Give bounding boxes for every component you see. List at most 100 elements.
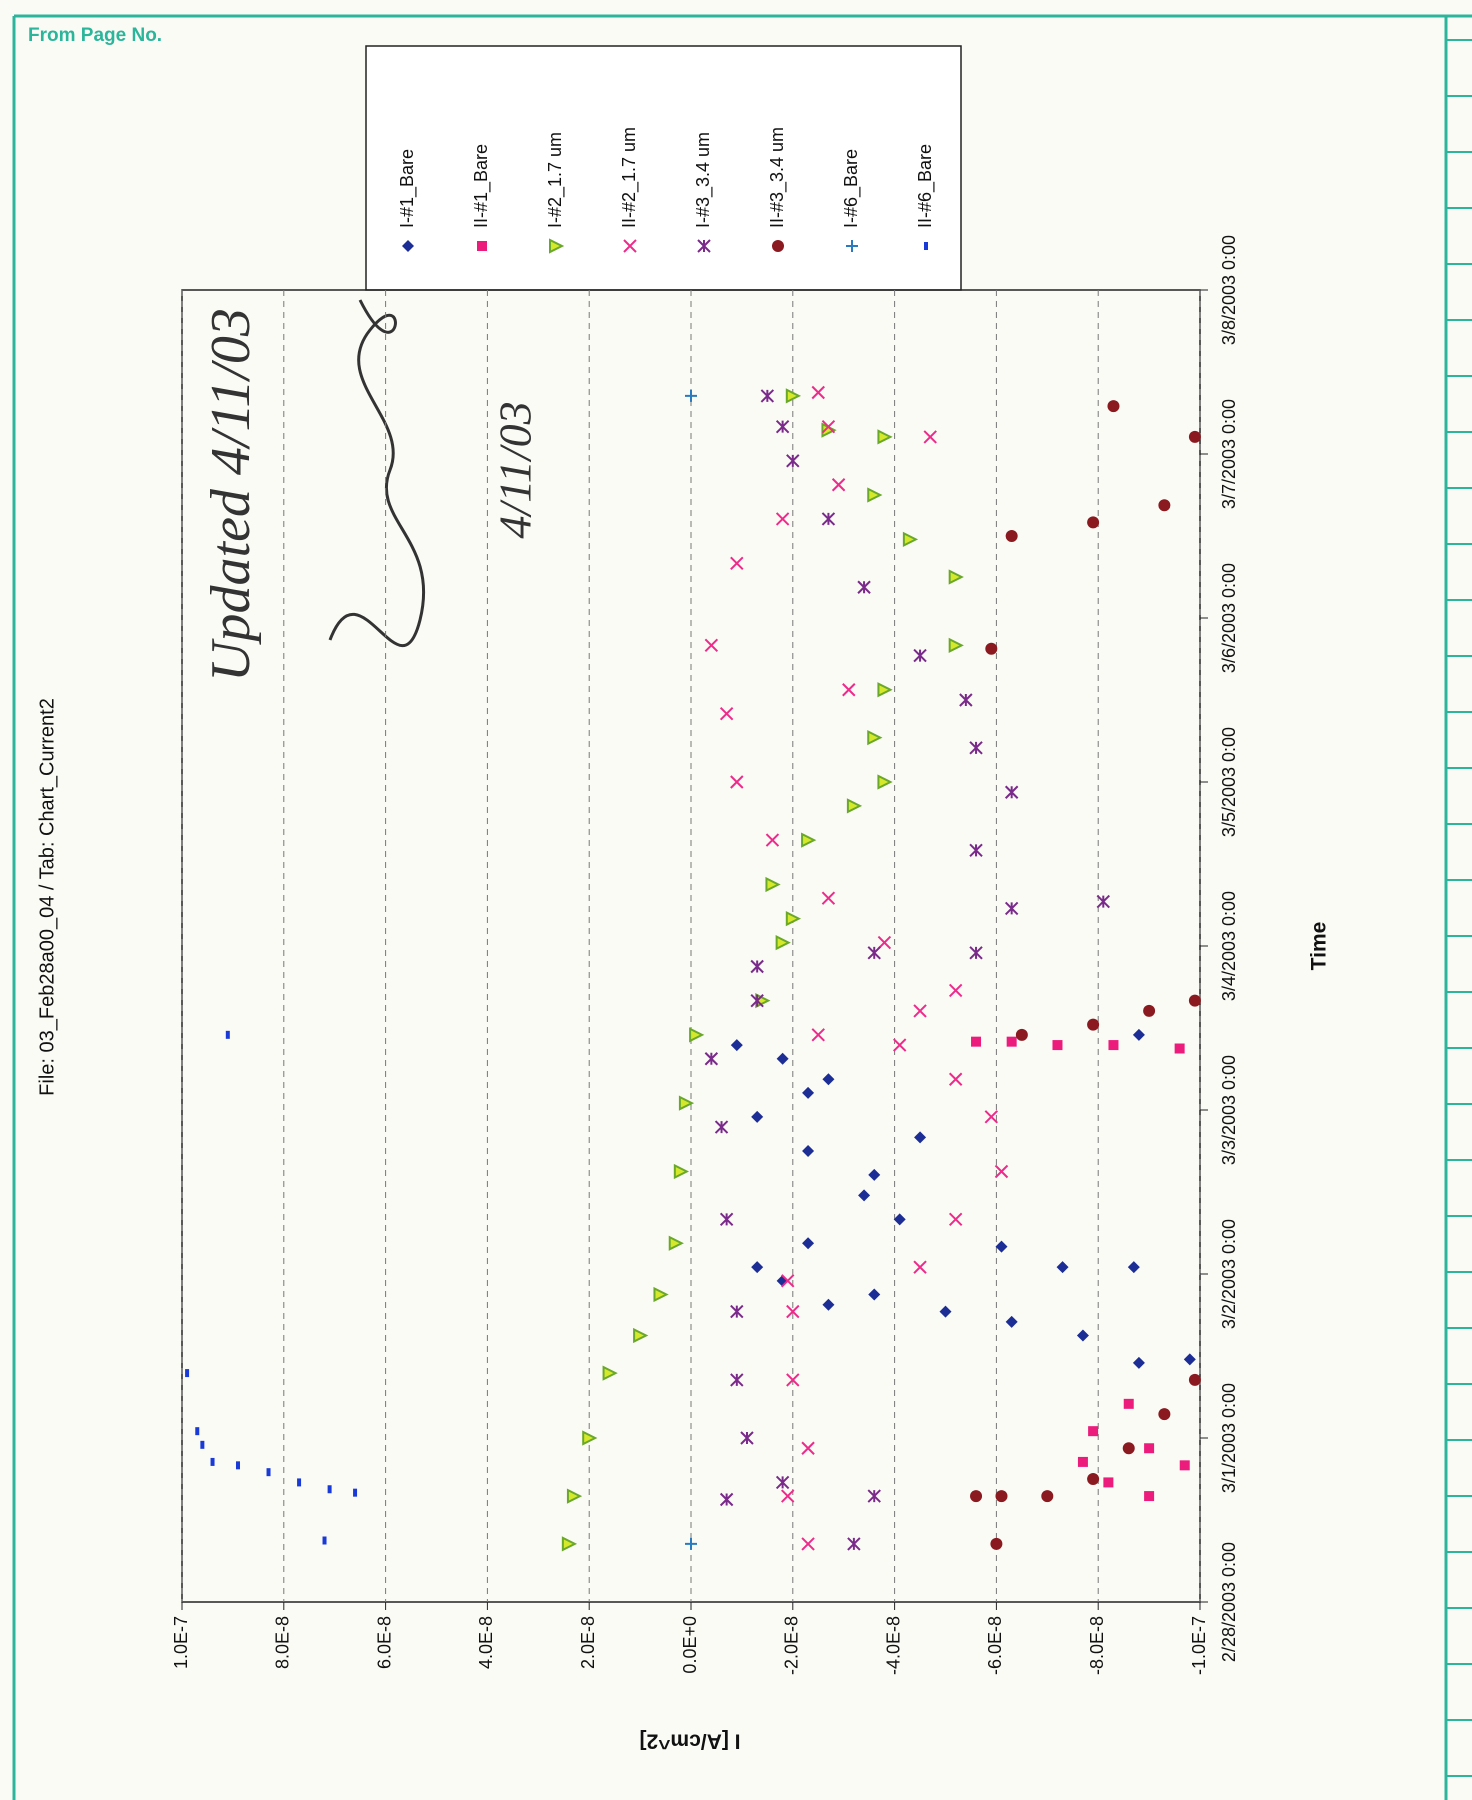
data-point <box>868 1168 881 1181</box>
y-tick-label: -4.0E-8 <box>883 1616 903 1675</box>
data-point <box>902 531 919 548</box>
data-point <box>786 1373 800 1387</box>
data-point <box>1174 1043 1185 1054</box>
data-point <box>867 1489 881 1503</box>
legend-marker <box>477 241 487 251</box>
legend-label: I-#6_Bare <box>841 149 862 228</box>
data-point <box>730 1304 744 1319</box>
data-point <box>1144 1443 1155 1454</box>
data-point <box>689 1027 705 1043</box>
data-point <box>1188 430 1201 443</box>
legend-marker <box>623 239 637 253</box>
data-point <box>1122 1442 1135 1455</box>
data-point <box>811 1028 825 1042</box>
data-point <box>948 569 964 585</box>
data-point <box>923 430 937 444</box>
y-tick-label: 1.0E-7 <box>171 1616 191 1669</box>
data-point <box>822 1073 835 1086</box>
data-point <box>765 876 781 893</box>
x-tick-label: 3/7/2003 0:00 <box>1219 399 1239 509</box>
data-point <box>1188 1373 1201 1386</box>
data-point <box>685 389 697 402</box>
data-point <box>1087 1018 1100 1031</box>
data-point <box>775 512 790 526</box>
data-point <box>1183 1353 1196 1366</box>
data-point <box>939 1305 952 1318</box>
data-point <box>846 798 863 814</box>
x-tick-label: 3/2/2003 0:00 <box>1219 1219 1239 1329</box>
y-tick-label: 6.0E-8 <box>374 1616 394 1669</box>
legend-marker <box>924 242 928 250</box>
data-point <box>847 1537 861 1551</box>
data-point <box>822 1298 835 1311</box>
legend-label: I-#2_1.7 um <box>545 132 566 228</box>
data-point <box>892 1038 907 1052</box>
data-point <box>266 1468 271 1477</box>
data-point <box>985 642 998 655</box>
data-point <box>802 1086 815 1099</box>
data-point <box>948 1212 963 1227</box>
data-point <box>322 1536 327 1545</box>
data-point <box>867 946 881 960</box>
data-point <box>868 1288 881 1301</box>
x-tick-label: 3/8/2003 0:00 <box>1219 235 1239 345</box>
data-point <box>1158 1408 1171 1421</box>
data-point <box>948 1072 963 1086</box>
data-point <box>602 1365 618 1381</box>
y-tick-label: -2.0E-8 <box>782 1616 802 1675</box>
x-tick-label: 2/28/2003 0:00 <box>1219 1542 1239 1662</box>
data-point <box>1088 1426 1099 1437</box>
data-point <box>969 946 983 960</box>
data-point <box>877 935 892 950</box>
data-point <box>1096 894 1110 909</box>
signature <box>328 299 426 648</box>
x-tick-label: 3/4/2003 0:00 <box>1219 891 1239 1001</box>
data-point <box>877 774 893 790</box>
legend-marker <box>697 239 711 253</box>
data-point <box>786 454 800 468</box>
y-axis-label: I [A/cm^2] <box>640 1729 741 1752</box>
data-point <box>971 1036 982 1047</box>
data-point <box>1108 1040 1119 1051</box>
legend-label: II-#2_1.7 um <box>619 127 640 228</box>
data-point <box>210 1457 215 1466</box>
data-point <box>185 1369 190 1378</box>
data-point <box>653 1286 669 1303</box>
notebook-header: From Page No. <box>28 25 162 46</box>
data-point <box>765 833 780 847</box>
data-point <box>1006 1036 1017 1047</box>
legend-label: I-#1_Bare <box>397 149 418 228</box>
y-tick-label: -6.0E-8 <box>985 1616 1005 1675</box>
data-point <box>995 1240 1008 1253</box>
data-point <box>685 1537 697 1550</box>
data-point <box>751 1261 764 1274</box>
data-point <box>668 1235 684 1251</box>
data-point <box>719 1212 734 1227</box>
data-point <box>842 683 856 697</box>
data-point <box>730 775 744 789</box>
data-point <box>200 1440 205 1449</box>
data-point <box>785 911 802 927</box>
data-point <box>821 419 836 434</box>
data-point <box>1179 1460 1190 1471</box>
data-point <box>913 648 927 663</box>
data-point <box>1144 1491 1155 1502</box>
data-point <box>1077 1456 1088 1467</box>
data-point <box>1107 400 1120 413</box>
data-point <box>893 1213 906 1226</box>
data-point <box>195 1427 200 1436</box>
legend-label: II-#3_3.4 um <box>767 127 788 228</box>
legend-label: II-#1_Bare <box>471 144 492 228</box>
data-point <box>969 843 983 858</box>
data-point <box>995 1490 1008 1503</box>
data-point <box>857 580 871 594</box>
data-point <box>994 1164 1009 1179</box>
data-point <box>801 832 817 848</box>
data-point <box>948 983 963 998</box>
data-point <box>1087 1473 1100 1485</box>
data-point <box>750 959 764 974</box>
data-point <box>1041 1490 1054 1503</box>
legend-label: I-#3_3.4 um <box>693 132 714 228</box>
data-point <box>1158 499 1171 512</box>
